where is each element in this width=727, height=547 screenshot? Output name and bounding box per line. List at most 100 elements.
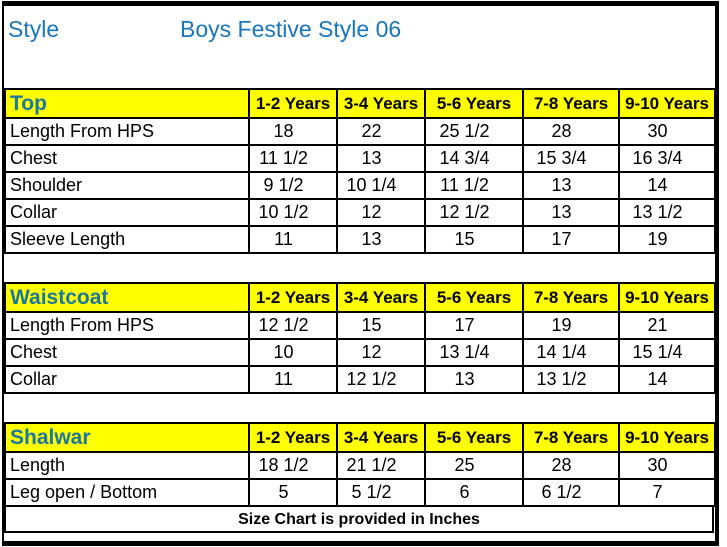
section-gap xyxy=(4,394,715,422)
size-value-cell: 5 1/2 xyxy=(336,478,426,507)
size-value-cell: 12 1/2 xyxy=(424,198,524,227)
size-value-cell: 10 1/4 xyxy=(336,171,426,200)
style-value: Boys Festive Style 06 xyxy=(180,16,402,42)
size-table-top: Top 1-2 Years 3-4 Years 5-6 Years 7-8 Years 9… xyxy=(4,88,716,254)
row-label: Collar xyxy=(4,365,250,394)
size-value-cell: 10 1/2 xyxy=(248,198,338,227)
row-label: Leg open / Bottom xyxy=(4,478,250,507)
column-header: 1-2 Years xyxy=(248,282,338,313)
table-row: Sleeve Length 11 13 15 17 19 xyxy=(4,225,716,254)
size-value-cell: 13 xyxy=(522,171,620,200)
row-label: Length From HPS xyxy=(4,117,250,146)
table-row: Collar 10 1/2 12 12 1/2 13 13 1/2 xyxy=(4,198,716,227)
size-value-cell: 13 xyxy=(424,365,524,394)
column-header: 5-6 Years xyxy=(424,422,524,453)
size-value-cell: 30 xyxy=(618,451,716,480)
size-value-cell: 13 xyxy=(522,198,620,227)
header-row: Waistcoat 1-2 Years 3-4 Years 5-6 Years 7-8 … xyxy=(4,282,716,313)
size-value-cell: 13 1/2 xyxy=(618,198,716,227)
column-header: 5-6 Years xyxy=(424,282,524,313)
size-value-cell: 18 1/2 xyxy=(248,451,338,480)
column-header: 5-6 Years xyxy=(424,88,524,119)
size-value-cell: 11 xyxy=(248,365,338,394)
size-value-cell: 14 xyxy=(618,365,716,394)
section-title: Waistcoat xyxy=(4,282,250,313)
footer-note: Size Chart is provided in Inches xyxy=(4,505,714,533)
size-value-cell: 13 xyxy=(336,225,426,254)
size-value-cell: 9 1/2 xyxy=(248,171,338,200)
size-value-cell: 28 xyxy=(522,117,620,146)
column-header: 7-8 Years xyxy=(522,282,620,313)
size-value-cell: 13 xyxy=(336,144,426,173)
table-row: Length From HPS 18 22 25 1/2 28 30 xyxy=(4,117,716,146)
row-label: Length xyxy=(4,451,250,480)
column-header: 1-2 Years xyxy=(248,88,338,119)
size-value-cell: 18 xyxy=(248,117,338,146)
table-row: Length From HPS 12 1/2 15 17 19 21 xyxy=(4,311,716,340)
size-value-cell: 10 xyxy=(248,338,338,367)
size-value-cell: 17 xyxy=(424,311,524,340)
size-value-cell: 21 xyxy=(618,311,716,340)
size-value-cell: 12 1/2 xyxy=(336,365,426,394)
size-value-cell: 19 xyxy=(522,311,620,340)
column-header: 3-4 Years xyxy=(336,88,426,119)
size-value-cell: 19 xyxy=(618,225,716,254)
header-row: Top 1-2 Years 3-4 Years 5-6 Years 7-8 Years 9… xyxy=(4,88,716,119)
size-value-cell: 12 1/2 xyxy=(248,311,338,340)
size-value-cell: 17 xyxy=(522,225,620,254)
section-gap xyxy=(4,254,715,282)
section-title: Top xyxy=(4,88,250,119)
size-value-cell: 14 xyxy=(618,171,716,200)
table-row: Chest 10 12 13 1/4 14 1/4 15 1/4 xyxy=(4,338,716,367)
table-row: Shoulder 9 1/2 10 1/4 11 1/2 13 14 xyxy=(4,171,716,200)
column-header: 3-4 Years xyxy=(336,282,426,313)
size-table-waistcoat: Waistcoat 1-2 Years 3-4 Years 5-6 Years 7-8 … xyxy=(4,282,716,394)
size-value-cell: 11 1/2 xyxy=(424,171,524,200)
table-row: Collar 11 12 1/2 13 13 1/2 14 xyxy=(4,365,716,394)
size-value-cell: 14 3/4 xyxy=(424,144,524,173)
size-value-cell: 15 xyxy=(424,225,524,254)
size-value-cell: 6 xyxy=(424,478,524,507)
size-value-cell: 11 1/2 xyxy=(248,144,338,173)
size-value-cell: 12 xyxy=(336,198,426,227)
size-value-cell: 16 3/4 xyxy=(618,144,716,173)
row-label: Sleeve Length xyxy=(4,225,250,254)
size-value-cell: 11 xyxy=(248,225,338,254)
size-value-cell: 13 1/4 xyxy=(424,338,524,367)
table-row: Leg open / Bottom 5 5 1/2 6 6 1/2 7 xyxy=(4,478,716,507)
row-label: Length From HPS xyxy=(4,311,250,340)
size-value-cell: 13 1/2 xyxy=(522,365,620,394)
size-value-cell: 30 xyxy=(618,117,716,146)
size-value-cell: 28 xyxy=(522,451,620,480)
row-label: Chest xyxy=(4,144,250,173)
size-value-cell: 25 xyxy=(424,451,524,480)
column-header: 3-4 Years xyxy=(336,422,426,453)
size-value-cell: 12 xyxy=(336,338,426,367)
column-header: 1-2 Years xyxy=(248,422,338,453)
size-value-cell: 6 1/2 xyxy=(522,478,620,507)
row-label: Shoulder xyxy=(4,171,250,200)
size-value-cell: 14 1/4 xyxy=(522,338,620,367)
size-value-cell: 21 1/2 xyxy=(336,451,426,480)
column-header: 9-10 Years xyxy=(618,282,716,313)
column-header: 9-10 Years xyxy=(618,88,716,119)
header-row: Shalwar 1-2 Years 3-4 Years 5-6 Years 7-8 Ye… xyxy=(4,422,716,453)
size-table-shalwar: Shalwar 1-2 Years 3-4 Years 5-6 Years 7-8 Ye… xyxy=(4,422,716,507)
size-value-cell: 15 1/4 xyxy=(618,338,716,367)
section-title: Shalwar xyxy=(4,422,250,453)
table-row: Length 18 1/2 21 1/2 25 28 30 xyxy=(4,451,716,480)
size-value-cell: 25 1/2 xyxy=(424,117,524,146)
size-value-cell: 5 xyxy=(248,478,338,507)
column-header: 7-8 Years xyxy=(522,422,620,453)
size-value-cell: 15 xyxy=(336,311,426,340)
row-label: Collar xyxy=(4,198,250,227)
size-value-cell: 22 xyxy=(336,117,426,146)
size-value-cell: 15 3/4 xyxy=(522,144,620,173)
style-label: Style xyxy=(8,16,60,42)
title-row: Style Boys Festive Style 06 xyxy=(4,6,715,88)
size-value-cell: 7 xyxy=(618,478,716,507)
column-header: 7-8 Years xyxy=(522,88,620,119)
table-row: Chest 11 1/2 13 14 3/4 15 3/4 16 3/4 xyxy=(4,144,716,173)
column-header: 9-10 Years xyxy=(618,422,716,453)
